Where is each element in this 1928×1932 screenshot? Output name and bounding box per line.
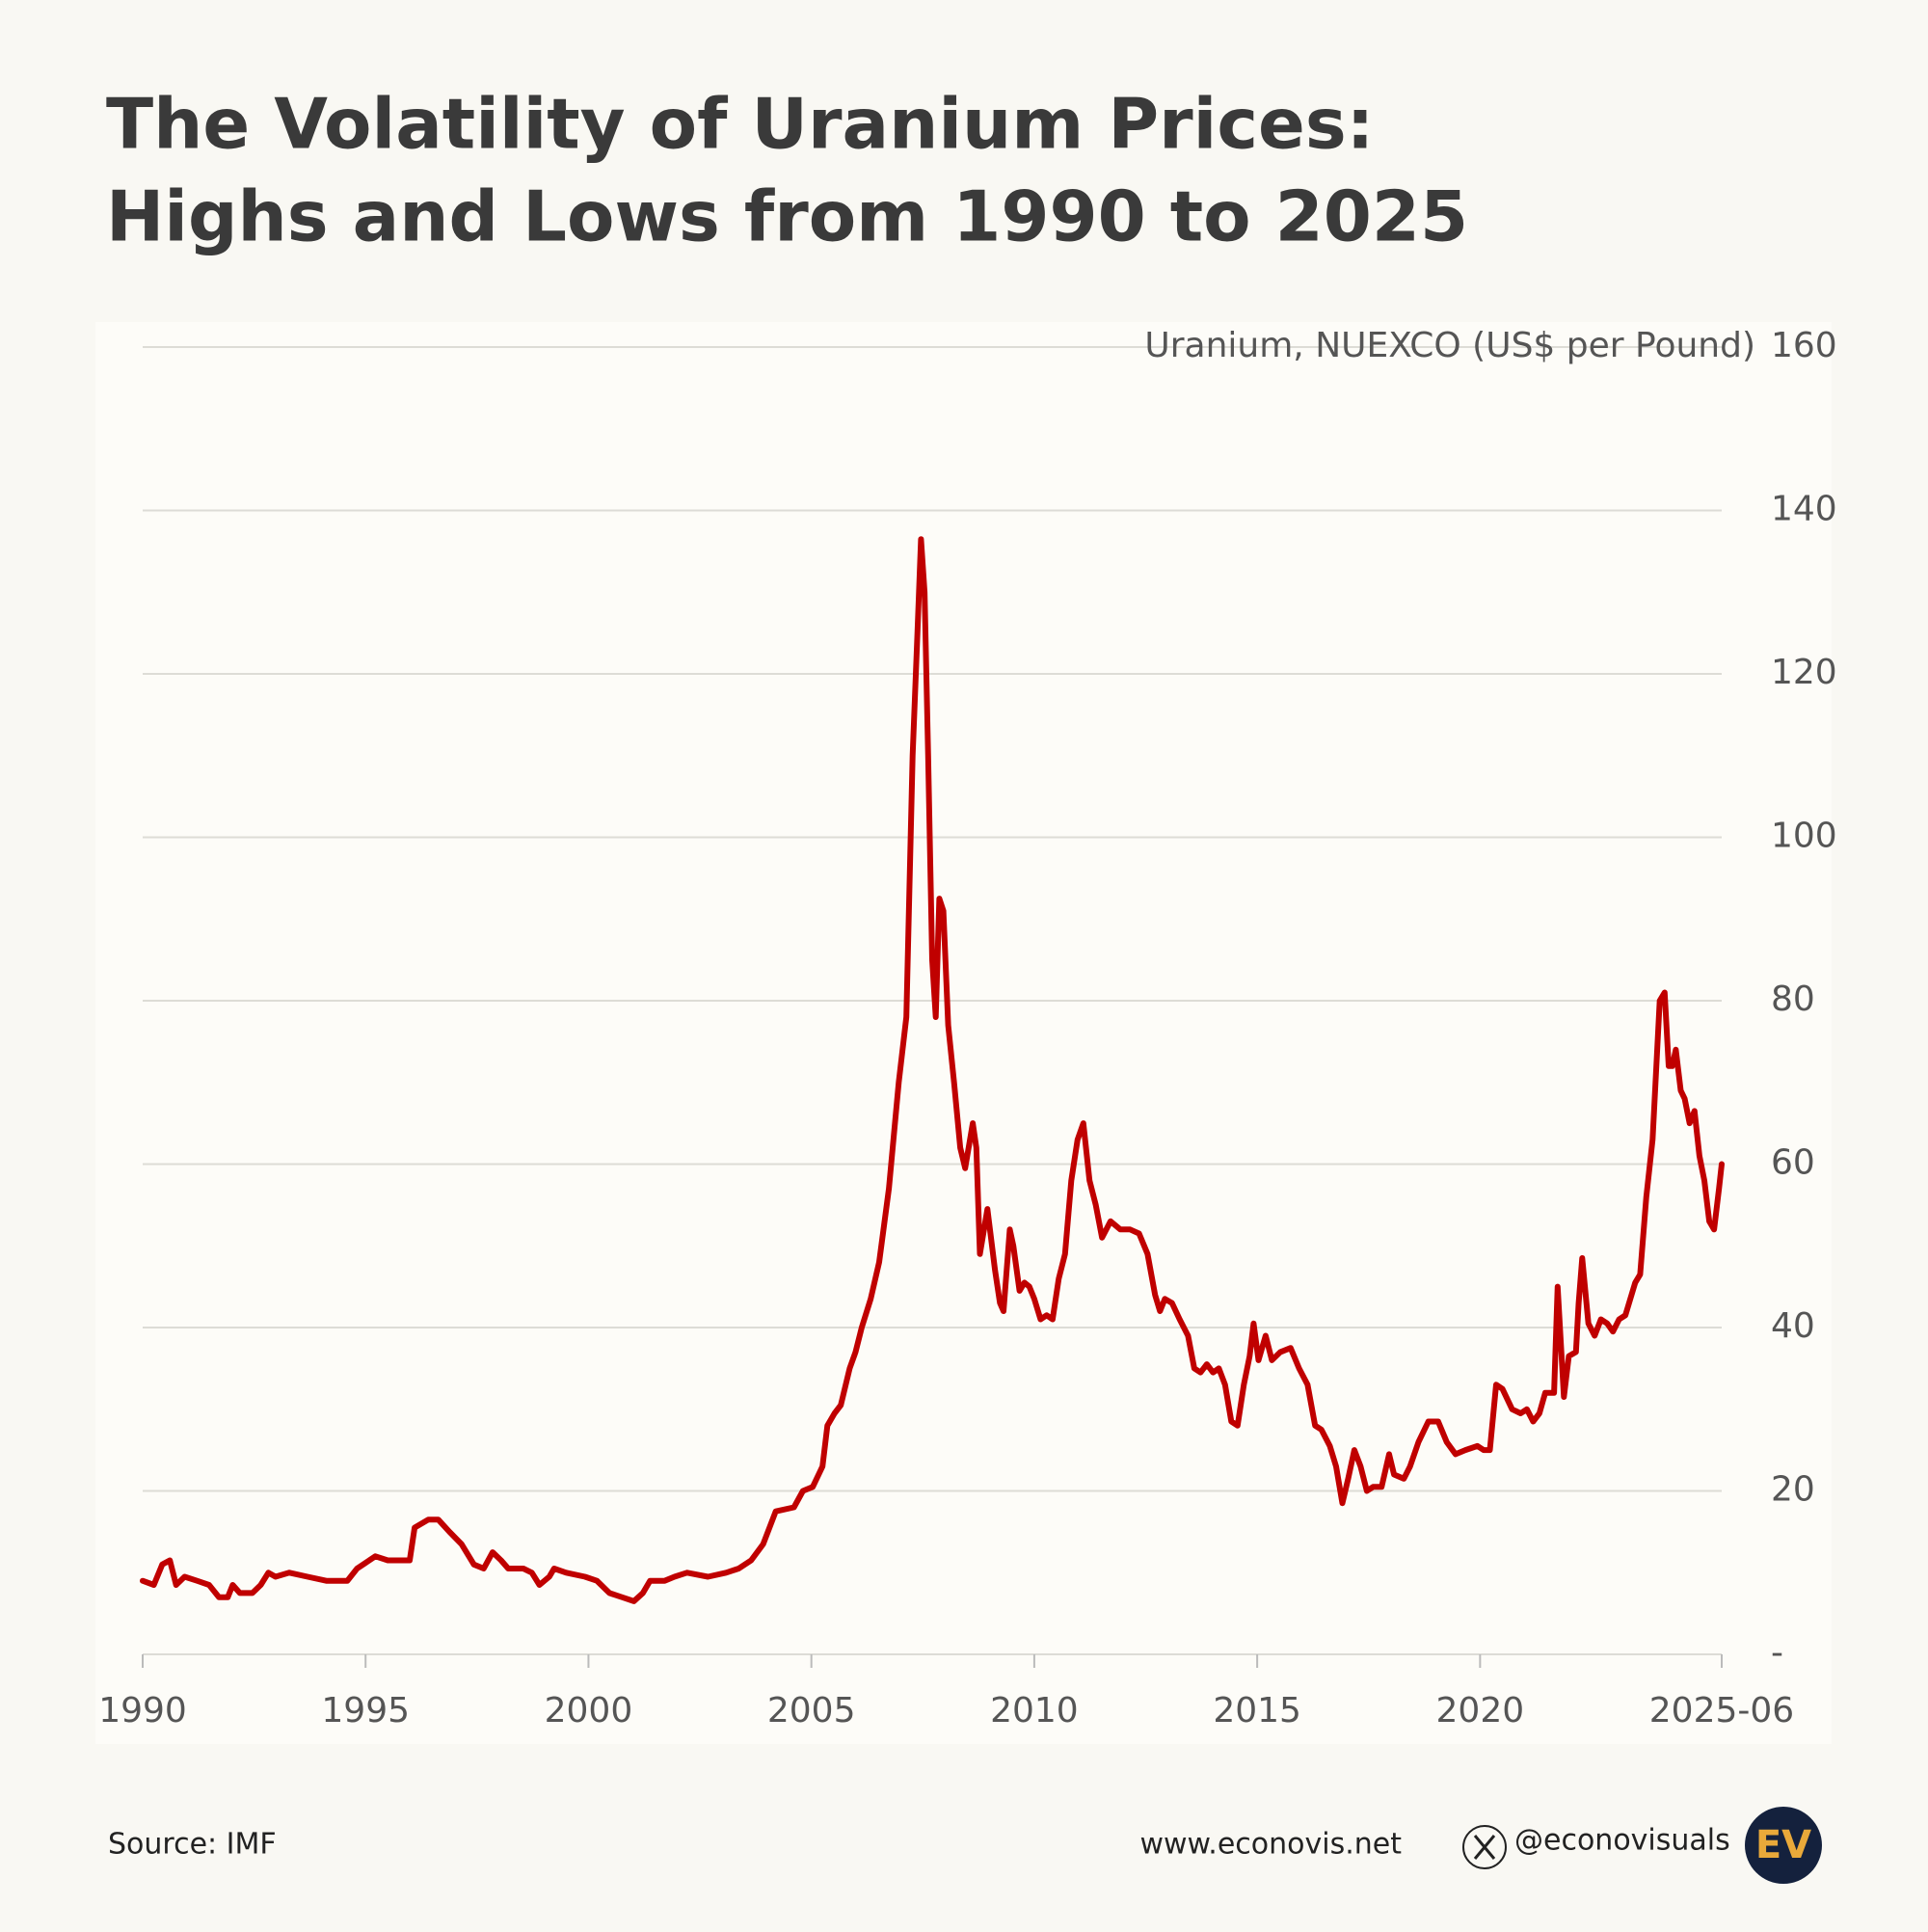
y-tick-label: 160 [1771,326,1837,365]
x-tick-label: 1995 [321,1691,410,1731]
source: Source: IMF [108,1828,277,1862]
x-icon [1462,1825,1507,1869]
y-tick-label: 60 [1771,1143,1815,1183]
website: www.econovis.net [1139,1828,1402,1862]
y-tick-label: - [1771,1633,1783,1673]
y-tick-label: 140 [1771,490,1837,529]
x-tick-label: 2005 [767,1691,856,1731]
handle: @econovisuals [1514,1824,1730,1858]
y-tick-label: 20 [1771,1470,1815,1510]
plot: - 20 40 60 80 100 120 140 160 Uranium, NUEXCO (US… [98,326,1837,1731]
logo-circle [1745,1807,1822,1884]
x-tick-label: 2010 [990,1691,1079,1731]
price-line [140,536,1725,1604]
y-tick-label: 40 [1771,1306,1815,1346]
x-tick-label: 2000 [545,1691,633,1731]
plot-background [95,322,1832,1744]
x-tick-label: 2025-06 [1649,1691,1794,1731]
y-tick-label: 100 [1771,817,1837,856]
x-tick-label: 2020 [1436,1691,1525,1731]
y-axis-label: Uranium, NUEXCO (US$ per Pound) [1144,326,1755,365]
chart-title-line: The Volatility of Uranium Prices: [106,84,1374,165]
chart-title-line: Highs and Lows from 1990 to 2025 [106,176,1468,257]
logo: EV [1755,1823,1811,1867]
y-tick-label: 80 [1771,979,1815,1019]
y-tick-label: 120 [1771,653,1837,692]
x-tick-label: 1990 [98,1691,187,1731]
x-tick-label: 2015 [1213,1691,1301,1731]
